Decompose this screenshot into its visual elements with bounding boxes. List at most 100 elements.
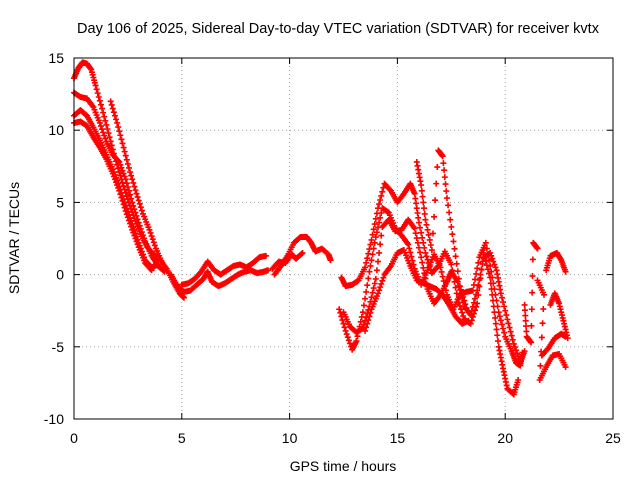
- data-point: [419, 193, 426, 200]
- data-point: [483, 245, 490, 252]
- y-tick-label: 0: [56, 267, 64, 283]
- data-point: [344, 334, 351, 341]
- data-point: [149, 236, 156, 243]
- series-track-e: [107, 98, 166, 267]
- data-point: [498, 294, 505, 301]
- data-point: [441, 174, 448, 181]
- data-point: [104, 125, 111, 132]
- data-point: [405, 241, 412, 248]
- data-point: [522, 317, 529, 324]
- y-tick-label: 15: [48, 50, 64, 66]
- data-point: [367, 241, 374, 248]
- data-point: [455, 275, 462, 282]
- data-point: [460, 293, 467, 300]
- data-point: [452, 284, 459, 291]
- data-point: [100, 109, 107, 116]
- data-point: [327, 257, 334, 264]
- data-point: [147, 229, 154, 236]
- data-point: [492, 320, 499, 327]
- data-point: [371, 221, 378, 228]
- data-point: [441, 167, 448, 174]
- data-point: [504, 316, 511, 323]
- plot-area-border: [73, 57, 614, 420]
- data-point: [116, 187, 123, 194]
- data-point: [102, 117, 109, 124]
- data-point: [364, 282, 371, 289]
- data-point: [377, 214, 384, 221]
- data-point: [129, 199, 136, 206]
- data-point: [133, 190, 140, 197]
- data-point: [528, 322, 535, 329]
- data-point: [438, 268, 445, 275]
- data-point: [460, 312, 467, 319]
- data-point: [493, 326, 500, 333]
- data-point: [363, 288, 370, 295]
- data-point: [132, 187, 139, 194]
- data-point: [521, 301, 528, 308]
- data-point: [473, 291, 480, 298]
- data-point: [456, 283, 463, 290]
- y-tick-label: 5: [56, 194, 64, 210]
- data-point: [92, 82, 99, 89]
- data-point: [501, 303, 508, 310]
- data-point: [491, 261, 498, 268]
- data-point: [421, 210, 428, 217]
- data-point: [421, 244, 428, 251]
- data-point: [359, 309, 366, 316]
- data-point: [468, 307, 475, 314]
- data-point: [493, 297, 500, 304]
- data-point: [498, 321, 505, 328]
- data-point: [114, 182, 121, 189]
- series-track-n: [413, 147, 470, 311]
- data-point: [562, 268, 569, 275]
- data-point: [454, 278, 461, 285]
- series-track-r: [547, 290, 571, 342]
- data-point: [492, 291, 499, 298]
- data-point: [497, 317, 504, 324]
- data-point: [429, 230, 436, 237]
- data-point: [106, 134, 113, 141]
- data-point: [419, 234, 426, 241]
- data-point: [370, 226, 377, 233]
- data-point: [357, 318, 364, 325]
- data-point: [417, 249, 424, 256]
- data-point: [115, 184, 122, 191]
- data-point: [424, 226, 431, 233]
- series-track-i: [269, 249, 306, 272]
- data-point: [133, 238, 140, 245]
- x-axis-label: GPS time / hours: [290, 458, 397, 474]
- data-point: [122, 208, 129, 215]
- series-track-d: [71, 118, 155, 274]
- x-tick-label: 0: [70, 430, 78, 446]
- data-point: [125, 217, 132, 224]
- data-point: [420, 264, 427, 271]
- data-point: [134, 194, 141, 201]
- data-point: [420, 205, 427, 212]
- data-point: [423, 221, 430, 228]
- data-point: [489, 255, 496, 262]
- data-point: [146, 226, 153, 233]
- data-point: [369, 231, 376, 238]
- data-point: [138, 229, 145, 236]
- data-point: [529, 273, 536, 280]
- data-point: [298, 250, 305, 257]
- series-track-g: [178, 252, 269, 288]
- data-point: [118, 164, 125, 171]
- data-point: [470, 299, 477, 306]
- data-point: [439, 153, 446, 160]
- data-point: [371, 280, 378, 287]
- data-point: [528, 339, 535, 346]
- data-point: [119, 140, 126, 147]
- data-point: [340, 320, 347, 327]
- data-point: [541, 291, 548, 298]
- data-point: [495, 309, 502, 316]
- data-point: [365, 317, 372, 324]
- data-point: [451, 245, 458, 252]
- data-point: [488, 268, 495, 275]
- data-point: [133, 212, 140, 219]
- data-point: [362, 264, 369, 271]
- data-point: [376, 219, 383, 226]
- data-point: [478, 266, 485, 273]
- data-point: [369, 289, 376, 296]
- data-point: [124, 214, 131, 221]
